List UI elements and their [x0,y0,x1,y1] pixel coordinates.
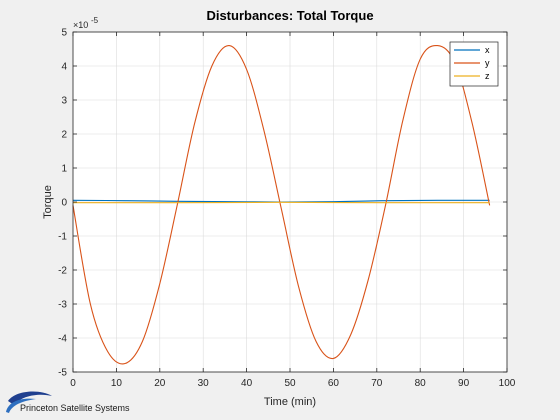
x-tick-label: 0 [70,378,76,389]
x-tick-label: 70 [371,378,383,389]
legend-label-x: x [485,45,490,55]
y-exponent-power: -5 [91,16,99,25]
y-tick-label: -3 [58,300,67,311]
y-tick-label: 0 [61,198,67,209]
y-tick-label: -5 [58,368,67,379]
y-tick-label: -1 [58,232,67,243]
x-tick-label: 50 [284,378,296,389]
y-exponent-base: ×10 [73,20,88,30]
y-tick-label: 5 [61,28,67,39]
y-tick-label: 4 [61,62,67,73]
legend-label-z: z [485,71,490,81]
x-axis-label: Time (min) [264,396,316,408]
x-tick-label: 20 [154,378,166,389]
legend-label-y: y [485,58,490,68]
x-tick-label: 30 [198,378,210,389]
legend-box [450,42,498,86]
y-tick-label: 3 [61,96,67,107]
x-tick-label: 10 [111,378,123,389]
x-tick-label: 80 [415,378,427,389]
x-tick-label: 90 [458,378,470,389]
y-tick-label: -2 [58,266,67,277]
y-tick-label: 2 [61,130,67,141]
y-tick-label: 1 [61,164,67,175]
y-axis-label: Torque [42,185,54,219]
legend: xyz [450,42,498,86]
x-tick-label: 40 [241,378,253,389]
x-tick-label: 100 [499,378,516,389]
company-name: Princeton Satellite Systems [20,403,130,413]
y-tick-label: -4 [58,334,67,345]
x-tick-label: 60 [328,378,340,389]
chart-title: Disturbances: Total Torque [206,8,373,23]
